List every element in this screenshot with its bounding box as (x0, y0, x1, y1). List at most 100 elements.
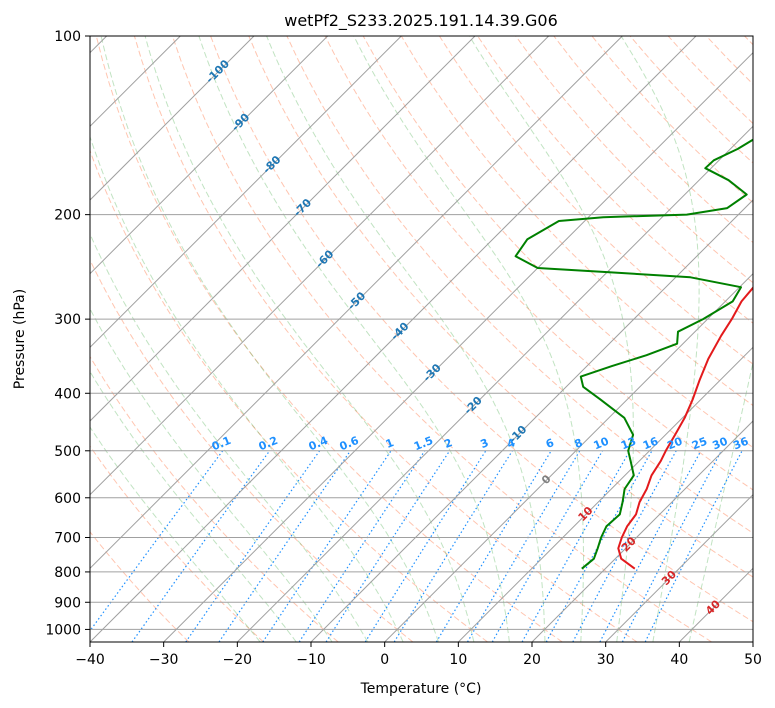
moist-adiabat (468, 36, 634, 642)
y-tick-label: 500 (54, 444, 81, 460)
mixing-ratio-label: 20 (665, 435, 684, 453)
mixing-ratio-line (185, 450, 321, 642)
mixing-ratio-line (131, 450, 271, 642)
isotherm-line (90, 36, 329, 275)
dry-adiabat (90, 355, 339, 642)
mixing-ratio-label: 10 (592, 435, 611, 453)
moist-adiabat (90, 370, 297, 642)
x-tick-label: 50 (744, 652, 762, 668)
y-tick-label: 700 (54, 531, 81, 547)
dry-adiabat (248, 36, 753, 578)
mixing-ratio-labels: 0.1 0.2 0.4 0.6 1 1.5 2 3 4 6 8 10 13 16 20 25 30 36 (210, 434, 751, 453)
dry-adiabat (553, 36, 753, 244)
isotherm-line (605, 493, 753, 642)
isotherm-label: 40 (703, 597, 723, 617)
mixing-ratio-label: 2 (442, 436, 454, 451)
dry-adiabat (400, 36, 753, 407)
x-tick-label: 20 (523, 652, 541, 668)
y-tick-label: 100 (54, 29, 81, 45)
moist-adiabat (90, 426, 261, 642)
mixing-ratio-label: 3 (479, 436, 491, 451)
mixing-ratio-line (298, 450, 426, 642)
y-tick-label: 800 (54, 565, 81, 581)
isotherm-line (90, 36, 550, 496)
grid-lines (90, 36, 753, 642)
mixing-ratio-line (572, 450, 677, 642)
mixing-ratio-line (325, 450, 451, 642)
dry-adiabat (744, 36, 753, 46)
mixing-ratio-label: 1 (384, 436, 396, 451)
x-tick-label: −10 (296, 652, 326, 668)
mixing-ratio-line (435, 450, 552, 642)
y-tick-label: 1000 (45, 622, 81, 638)
mixing-ratio-label: 25 (690, 435, 709, 453)
dry-adiabat (133, 36, 638, 642)
mixing-ratio-line (364, 450, 487, 642)
moist-adiabat (266, 36, 546, 642)
dry-adiabat (705, 36, 753, 85)
dry-adiabat (90, 258, 414, 642)
isotherm-line (384, 272, 753, 642)
isotherm-line (236, 125, 753, 642)
moist-adiabat (90, 135, 404, 642)
y-tick-label: 900 (54, 595, 81, 611)
dry-adiabat (210, 36, 753, 623)
y-axis-label: Pressure (hPa) (12, 289, 28, 389)
isotherm-line (678, 567, 753, 642)
x-axis: −40 −30 −20 −10 0 10 20 30 40 50 (75, 642, 762, 668)
mixing-ratio-label: 13 (619, 435, 638, 453)
dewpoint-line (514, 138, 753, 570)
isotherm-line (90, 36, 255, 201)
mixing-ratio-line (599, 450, 702, 642)
isotherm-line (163, 51, 753, 642)
dry-adiabat (172, 36, 712, 642)
dry-adiabat (515, 36, 753, 284)
mixing-ratio-line (262, 450, 392, 642)
isotherm-line (90, 36, 697, 642)
y-axis: 100 200 300 400 500 600 700 800 900 1000 (45, 29, 90, 638)
y-tick-label: 400 (54, 386, 81, 402)
x-tick-label: 10 (449, 652, 467, 668)
x-axis-label: Temperature (°C) (360, 681, 482, 697)
x-tick-label: 40 (670, 652, 688, 668)
isotherm-line (90, 36, 476, 422)
dry-adiabat (286, 36, 753, 534)
dry-adiabat (90, 531, 190, 642)
isotherm-line (457, 346, 753, 642)
y-tick-label: 200 (54, 208, 81, 224)
y-tick-label: 300 (54, 312, 81, 328)
dry-adiabat (362, 36, 753, 449)
x-tick-label: −20 (223, 652, 253, 668)
moist-adiabat (144, 36, 475, 642)
dry-adiabat (667, 36, 753, 125)
sounding-profiles (514, 138, 753, 570)
mixing-ratio-label: 16 (641, 435, 660, 453)
moist-adiabat (100, 36, 439, 642)
x-tick-label: −30 (149, 652, 179, 668)
mixing-ratio-label: 36 (731, 435, 750, 453)
temperature-line (617, 286, 753, 570)
mixing-ratio-label: 30 (711, 435, 730, 453)
isotherm-line (531, 420, 753, 642)
isotherm-line (90, 36, 623, 570)
mixing-ratio-label: 6 (544, 436, 556, 451)
moist-adiabat (620, 36, 700, 642)
moist-adiabat (353, 36, 584, 642)
moist-adiabat (688, 359, 753, 642)
plot-frame (89, 35, 754, 643)
isotherm-line (90, 36, 402, 349)
dry-adiabat (90, 149, 488, 642)
dry-adiabat (95, 36, 563, 642)
mixing-ratio-line (218, 450, 351, 642)
background-lines (90, 36, 753, 642)
moist-adiabat (90, 307, 333, 642)
x-tick-label: 30 (597, 652, 615, 668)
x-tick-label: −40 (75, 652, 105, 668)
isotherm-line (752, 641, 753, 642)
chart-title: wetPf2_S233.2025.191.14.39.G06 (284, 11, 558, 31)
dry-adiabat (90, 445, 264, 642)
moist-adiabat (90, 232, 369, 642)
isotherm-line (310, 199, 753, 642)
x-tick-label: 0 (380, 652, 389, 668)
